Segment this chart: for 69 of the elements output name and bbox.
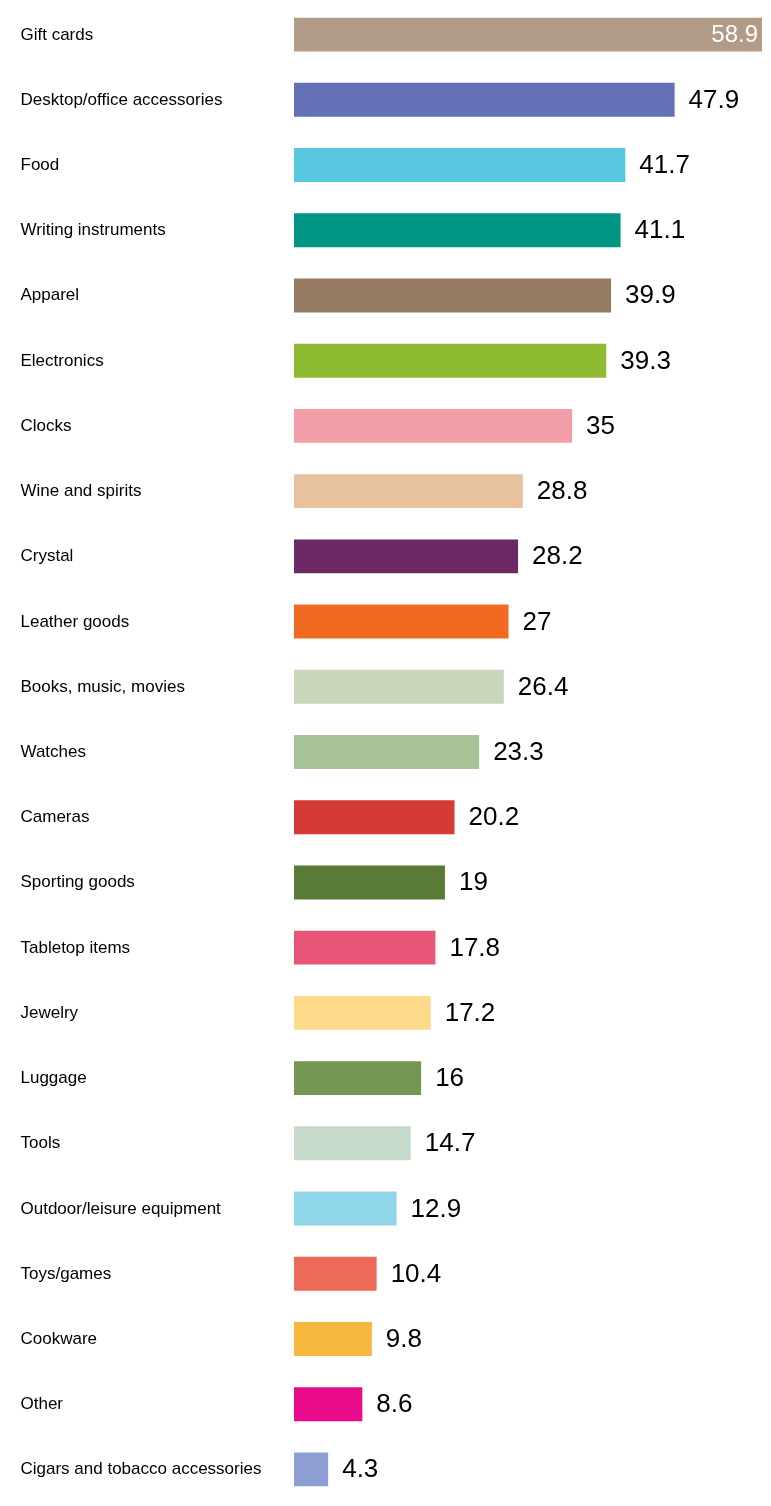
data-label: 9.8: [385, 1322, 423, 1353]
y-tick-label: Gift cards: [20, 24, 94, 44]
data-label: 17.8: [449, 931, 501, 962]
y-tick-label: Luggage: [20, 1068, 87, 1088]
bar: [294, 604, 509, 639]
y-tick-label: Food: [20, 155, 60, 175]
y-tick-label: Cookware: [20, 1328, 98, 1348]
data-label: 19: [458, 866, 488, 897]
bar: [294, 278, 612, 313]
bar: [294, 1126, 411, 1161]
y-tick-label: Books, music, movies: [20, 676, 185, 696]
bar: [294, 343, 607, 378]
y-tick-label: Leather goods: [20, 611, 130, 631]
data-label: 35: [586, 409, 616, 440]
data-label: 39.9: [625, 279, 676, 310]
data-label: 41.7: [639, 149, 690, 180]
data-label: 12.9: [410, 1192, 462, 1223]
data-label: 17.2: [444, 996, 496, 1027]
data-label: 20.2: [468, 801, 520, 832]
data-label: 47.9: [688, 83, 740, 114]
y-tick-label: Cigars and tobacco accessories: [20, 1459, 262, 1479]
bar: [294, 995, 431, 1030]
bar: [294, 800, 455, 835]
data-label: 16: [435, 1062, 465, 1093]
bar: [294, 539, 519, 574]
bar: [294, 82, 675, 117]
data-label: 39.3: [620, 344, 671, 375]
y-tick-label: Apparel: [20, 285, 80, 305]
bar: [294, 1256, 377, 1291]
y-tick-label: Sporting goods: [20, 872, 135, 892]
data-label: 8.6: [376, 1388, 413, 1419]
data-label: 14.7: [424, 1127, 476, 1158]
bar: [294, 148, 626, 182]
bar: [294, 408, 573, 443]
y-tick-label: Toys/games: [20, 1263, 112, 1283]
data-label: 58.9: [711, 19, 758, 47]
y-tick-label: Writing instruments: [20, 220, 166, 240]
bar: [294, 213, 621, 248]
y-tick-label: Desktop/office accessories: [20, 89, 223, 109]
y-tick-label: Cameras: [20, 807, 90, 827]
data-label: 28.8: [536, 475, 588, 506]
y-tick-label: Crystal: [20, 546, 74, 566]
data-label: 4.3: [342, 1453, 379, 1484]
bar: [294, 1452, 329, 1487]
bar: [294, 735, 480, 769]
y-tick-label: Wine and spirits: [20, 481, 142, 501]
bar: [294, 474, 523, 509]
y-tick-label: Watches: [20, 742, 87, 761]
bar: [294, 669, 504, 704]
data-label: 10.4: [390, 1257, 442, 1288]
bar: [294, 930, 436, 965]
bar: [294, 1061, 422, 1096]
data-label: 41.1: [634, 214, 686, 245]
bar: [294, 1387, 363, 1422]
bar: [294, 1191, 397, 1226]
data-label: 27: [522, 605, 552, 636]
y-tick-label: Tools: [20, 1133, 61, 1153]
data-label: 26.4: [517, 670, 569, 701]
data-label: 23.3: [493, 736, 544, 766]
y-tick-label: Clocks: [20, 415, 72, 435]
bar: [294, 865, 445, 900]
y-tick-label: Jewelry: [20, 1002, 79, 1022]
bar: [294, 17, 762, 52]
y-tick-label: Electronics: [20, 350, 104, 370]
data-label: 28.2: [532, 540, 583, 571]
bar: [294, 1322, 372, 1356]
y-tick-label: Outdoor/leisure equipment: [20, 1198, 222, 1218]
y-tick-label: Tabletop items: [20, 937, 131, 957]
y-tick-label: Other: [20, 1394, 64, 1414]
